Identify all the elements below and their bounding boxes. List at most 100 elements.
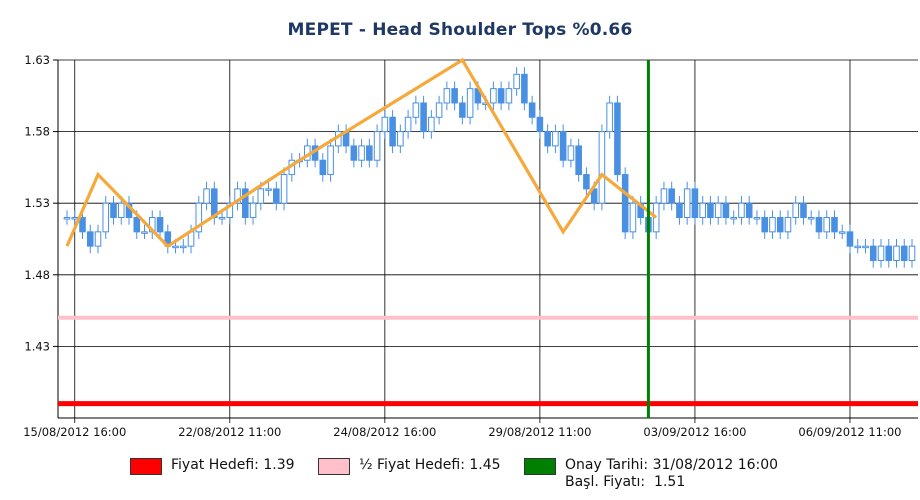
- candle-body: [366, 145, 373, 161]
- legend-item-half-target: ½ Fiyat Hedefi: 1.45: [318, 457, 501, 475]
- candle: [451, 81, 458, 111]
- candle: [327, 138, 334, 182]
- candle-body: [846, 231, 854, 247]
- candle: [792, 196, 800, 225]
- candle: [606, 95, 613, 139]
- candle-body: [738, 202, 745, 219]
- candle: [784, 210, 792, 239]
- candle-body: [714, 202, 722, 219]
- legend-item-confirm: Onay Tarihi: 31/08/2012 16:00 Başl. Fiya…: [524, 457, 778, 491]
- candle-body: [86, 231, 94, 247]
- candle: [575, 138, 582, 182]
- candle-body: [776, 217, 784, 233]
- candle-body: [172, 245, 179, 249]
- candle-body: [218, 217, 226, 220]
- candle: [745, 196, 753, 225]
- candle: [79, 210, 86, 239]
- candle-body: [722, 202, 730, 219]
- candle-body: [490, 88, 497, 104]
- candle-body: [552, 131, 559, 147]
- candle: [358, 138, 365, 168]
- candle-body: [831, 217, 838, 233]
- candle-body: [141, 231, 148, 234]
- candle-body: [373, 131, 381, 161]
- candle-body: [908, 245, 916, 261]
- y-tick-label: 1.53: [24, 196, 50, 210]
- candle-body: [838, 231, 846, 234]
- candle-body: [877, 245, 885, 261]
- candle-body: [660, 188, 668, 204]
- legend-label-start-price: Başl. Fiyatı: 1.51: [565, 474, 686, 490]
- candle-body: [567, 145, 575, 161]
- y-tick-label: 1.43: [24, 339, 50, 353]
- candle: [86, 224, 94, 254]
- candle-body: [133, 217, 141, 233]
- candle-body: [893, 245, 900, 261]
- candle: [567, 138, 575, 168]
- candle: [412, 95, 420, 125]
- candle: [598, 124, 606, 211]
- candle: [110, 196, 117, 225]
- candle: [885, 239, 893, 268]
- candle-body: [459, 102, 466, 118]
- candle: [552, 124, 559, 154]
- candle-body: [815, 217, 823, 233]
- candle: [218, 210, 226, 225]
- candle-body: [544, 131, 551, 147]
- candle-body: [792, 202, 800, 219]
- candle: [466, 81, 474, 125]
- candle: [141, 224, 148, 239]
- x-tick-label: 15/08/2012 16:00: [23, 425, 126, 439]
- legend-label-confirm-date: Onay Tarihi: 31/08/2012 16:00: [565, 457, 779, 473]
- pattern-line: [65, 57, 658, 249]
- candlestick-series: [63, 67, 916, 268]
- candle-body: [800, 202, 807, 219]
- y-tick-label: 1.58: [24, 125, 50, 139]
- candle-body: [699, 202, 706, 219]
- candle: [350, 138, 358, 168]
- candle: [249, 196, 257, 225]
- candle-body: [590, 188, 598, 204]
- candle: [397, 124, 404, 154]
- candle-body: [583, 174, 590, 190]
- candle-body: [869, 245, 877, 261]
- candle: [156, 210, 164, 239]
- grid-layer: [53, 59, 918, 423]
- candle: [497, 81, 505, 111]
- candle: [769, 210, 776, 239]
- candle: [583, 167, 590, 197]
- candle: [265, 181, 272, 197]
- candle: [389, 110, 396, 154]
- candle-body: [676, 202, 683, 219]
- candle: [559, 124, 567, 168]
- candle-body: [691, 188, 699, 219]
- candle-body: [156, 217, 164, 233]
- candle-body: [350, 145, 358, 161]
- legend-item-target: Fiyat Hedefi: 1.39: [130, 457, 295, 475]
- candle-body: [443, 88, 451, 104]
- candle: [117, 196, 125, 225]
- candle: [404, 110, 412, 139]
- candle: [459, 95, 466, 125]
- candle-body: [521, 73, 528, 104]
- candle-body: [71, 217, 79, 220]
- x-tick-label: 29/08/2012 11:00: [488, 425, 591, 439]
- candle: [273, 181, 280, 211]
- candle-body: [265, 188, 272, 191]
- candle: [699, 196, 706, 225]
- candle: [490, 81, 497, 111]
- legend-swatch-confirm: [524, 458, 556, 475]
- candle: [528, 95, 536, 125]
- candle: [435, 95, 443, 125]
- candle-body: [761, 217, 768, 233]
- candle: [707, 196, 714, 225]
- candle: [738, 196, 745, 225]
- candle: [800, 196, 807, 225]
- y-tick-label: 1.48: [24, 268, 50, 282]
- candle: [807, 210, 815, 225]
- candle-body: [900, 245, 908, 261]
- candle: [854, 239, 862, 254]
- candle: [242, 181, 249, 225]
- candle: [443, 81, 451, 111]
- x-tick-label: 06/09/2012 11:00: [798, 425, 901, 439]
